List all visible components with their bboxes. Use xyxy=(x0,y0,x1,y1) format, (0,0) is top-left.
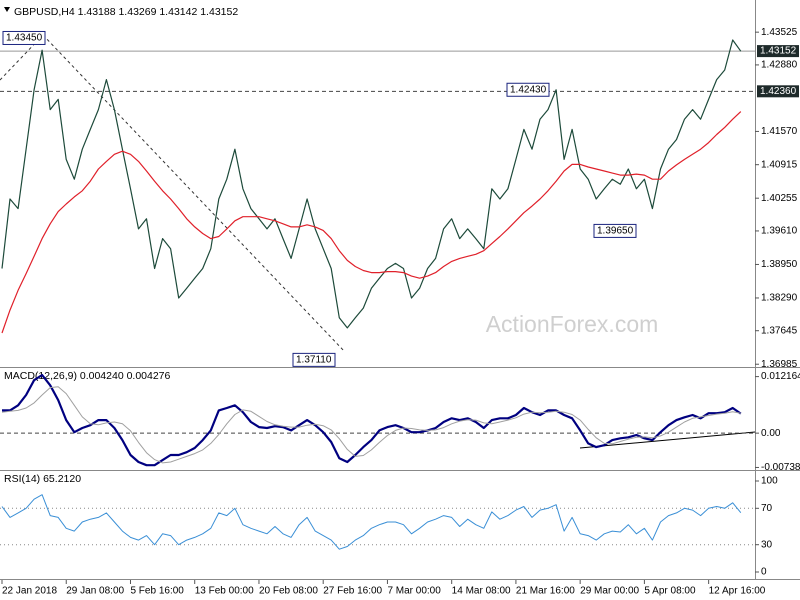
y-tick-label: 0 xyxy=(761,567,767,578)
y-tick-label: -0.007384 xyxy=(761,462,800,473)
x-tick-label: 7 Mar 00:00 xyxy=(387,586,441,597)
y-tick-label: 30 xyxy=(761,539,773,550)
annotation-box xyxy=(292,352,336,367)
y-tick-label: 1.41570 xyxy=(761,126,798,137)
series-line xyxy=(1,386,741,464)
x-tick-label: 12 Apr 16:00 xyxy=(709,586,766,597)
y-tick-label: 70 xyxy=(761,503,773,514)
series-line xyxy=(2,373,742,467)
trendline xyxy=(42,34,346,353)
x-tick-label: 20 Feb 08:00 xyxy=(259,586,318,597)
y-tick-label: 1.39610 xyxy=(761,226,798,237)
x-tick-label: 29 Jan 08:00 xyxy=(66,586,124,597)
price-badge-label: 1.42360 xyxy=(760,86,797,97)
x-tick-label: 5 Apr 08:00 xyxy=(644,586,696,597)
x-tick-label: 21 Mar 16:00 xyxy=(516,586,575,597)
y-tick-label: 1.37645 xyxy=(761,325,798,336)
y-tick-label: 1.38290 xyxy=(761,293,798,304)
annotation-label: 1.39650 xyxy=(597,226,634,237)
y-tick-label: 1.38950 xyxy=(761,259,798,270)
y-tick-label: 1.42880 xyxy=(761,60,798,71)
x-tick-label: 14 Mar 08:00 xyxy=(452,586,511,597)
y-tick-label: 1.36985 xyxy=(761,359,798,370)
series-line xyxy=(1,111,742,334)
price-badge xyxy=(757,45,799,58)
annotation-label: 1.42430 xyxy=(510,84,547,95)
y-tick-label: 1.40915 xyxy=(761,159,798,170)
annotation-label: 1.37110 xyxy=(296,355,332,366)
x-tick-label: 5 Feb 16:00 xyxy=(130,586,184,597)
panel-title: GBPUSD,H4 1.43188 1.43269 1.43142 1.4315… xyxy=(14,6,238,18)
annotation-box xyxy=(593,223,637,238)
panel-title: RSI(14) 65.2120 xyxy=(4,473,81,485)
y-tick-label: 1.43525 xyxy=(761,27,798,38)
panel-title: MACD(12,26,9) 0.004240 0.004276 xyxy=(4,370,171,382)
trendline xyxy=(0,34,44,81)
series-line xyxy=(1,494,742,550)
y-tick-label: 1.40255 xyxy=(761,193,798,204)
macd-trendline xyxy=(579,431,756,449)
annotation-box xyxy=(506,82,550,97)
x-tick-label: 29 Mar 00:00 xyxy=(580,586,639,597)
annotation-label: 1.43450 xyxy=(6,33,43,44)
y-tick-label: 0.012164 xyxy=(761,371,800,382)
price-badge xyxy=(757,85,799,98)
series-line xyxy=(1,39,742,329)
x-tick-label: 13 Feb 00:00 xyxy=(195,586,254,597)
y-tick-label: 0.00 xyxy=(761,428,781,439)
title-icon xyxy=(4,7,10,12)
price-badge-label: 1.43152 xyxy=(760,46,797,57)
watermark: ActionForex.com xyxy=(486,311,659,337)
x-tick-label: 22 Jan 2018 xyxy=(2,586,57,597)
y-tick-label: 100 xyxy=(761,476,778,487)
x-tick-label: 27 Feb 16:00 xyxy=(323,586,382,597)
annotation-box xyxy=(2,30,46,45)
